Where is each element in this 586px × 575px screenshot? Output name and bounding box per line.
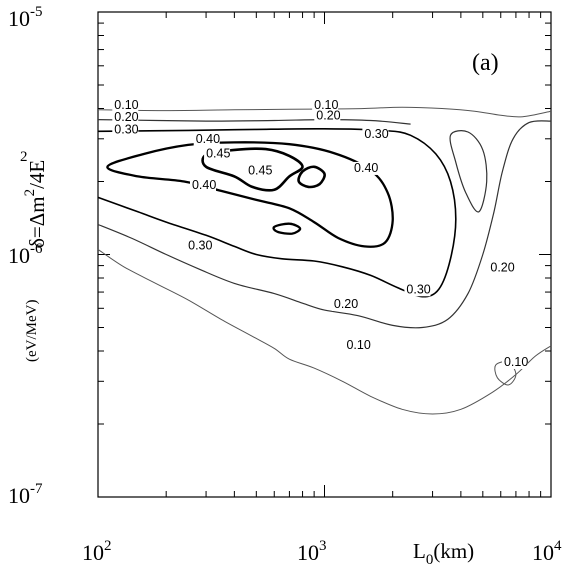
x-axis-title-rest: (km) — [433, 539, 474, 563]
panel-label: (a) — [472, 50, 499, 76]
y-tick-base: 10 — [8, 243, 30, 268]
contour-label-bg — [112, 123, 139, 137]
contour-label-bg — [112, 111, 139, 125]
y-tick-label-1e-5: 10-5 — [8, 4, 43, 31]
contour-labels-layer: 0.100.200.300.100.200.300.400.450.45 0.40… — [112, 98, 528, 369]
contour-label: 0.10 — [114, 98, 138, 112]
contour-label-bg — [246, 164, 273, 178]
contour-label: 0.10 — [504, 355, 528, 369]
x-tick-base: 10 — [532, 540, 554, 565]
y-axis-unit-group: (eV/MeV) — [24, 300, 40, 362]
y-axis-title: δ=Δm2/4E — [22, 160, 49, 248]
contour-line-045 — [201, 147, 304, 192]
y-axis-title-main: δ=Δm — [25, 196, 49, 248]
contour-line-030 — [97, 127, 457, 298]
x-axis-title-sub: 0 — [426, 552, 434, 568]
y-tick-base: 10 — [8, 483, 30, 508]
contour-label: 0.30 — [406, 282, 430, 296]
y-axis-unit: (eV/MeV) — [24, 300, 40, 362]
contour-label: 0.40 — [196, 132, 220, 146]
y-tick-base: 10 — [8, 6, 30, 31]
y-tick-label-1e-7: 10-7 — [8, 481, 43, 508]
contour-line-020 — [97, 119, 411, 125]
contour-line-040 — [106, 141, 394, 248]
contour-label-bg — [204, 147, 231, 161]
contour-line-010 — [97, 106, 552, 118]
contour-label: 0.30 — [114, 122, 138, 136]
contour-label: 0.20 — [334, 297, 358, 311]
y-axis-title-sup: 2 — [22, 189, 38, 197]
contour-label: 0.20 — [490, 261, 514, 275]
contour-label-bg — [331, 297, 358, 311]
contour-label-bg — [404, 283, 431, 297]
y-axis-unit-sup: 2 — [20, 149, 28, 165]
y-tick-exp: -6 — [30, 241, 43, 257]
contour-label: 0.10 — [314, 98, 338, 112]
contour-line-020 — [449, 130, 488, 213]
contour-label-bg — [312, 99, 339, 113]
contour-label: 0.45 — [248, 163, 272, 177]
x-tick-label-1e3: 103 — [297, 538, 327, 565]
contour-label-bg — [189, 179, 216, 193]
contour-label-bg — [112, 99, 139, 113]
contour-label-bg — [488, 261, 515, 275]
x-tick-exp: 2 — [104, 538, 112, 554]
contour-line-010 — [97, 248, 552, 415]
contour-label-bg — [501, 355, 528, 369]
tick-marks-layer — [97, 12, 551, 498]
contour-label: 0.20 — [316, 109, 340, 123]
contour-label: 0.40 — [192, 178, 216, 192]
x-tick-exp: 4 — [554, 538, 562, 554]
contour-label-bg — [314, 109, 341, 123]
x-tick-base: 10 — [82, 540, 104, 565]
y-tick-exp: -7 — [30, 481, 43, 497]
contour-label: 0.30 — [364, 127, 388, 141]
x-tick-label-1e2: 102 — [82, 538, 112, 565]
contour-label-bg — [352, 161, 379, 175]
contour-label-bg — [186, 239, 213, 253]
y-tick-label-1e-6: 10-6 — [8, 241, 43, 268]
y-tick-exp: -5 — [30, 4, 43, 20]
y-axis-title-rest: /4E — [25, 160, 49, 189]
contour-label-bg — [344, 339, 371, 353]
contour-line-045 — [297, 165, 326, 189]
contour-label: 0.10 — [346, 338, 370, 352]
contour-label: 0.45 — [206, 147, 230, 161]
contour-label-bg — [193, 133, 220, 147]
x-tick-base: 10 — [297, 540, 319, 565]
contour-label: 0.30 — [188, 238, 212, 252]
y-axis-unit-text: (eV/MeV) — [24, 300, 40, 362]
x-tick-exp: 3 — [319, 538, 327, 554]
contour-line-040 — [272, 222, 302, 235]
contour-label-bg — [362, 128, 389, 142]
x-axis-title-base: L — [413, 539, 426, 563]
contour-label: 0.40 — [354, 161, 378, 175]
x-tick-label-1e4: 104 — [532, 538, 562, 565]
contour-line-020 — [97, 120, 552, 329]
contour-label: 0.20 — [114, 110, 138, 124]
x-axis-title: L0(km) — [413, 539, 474, 568]
y-axis-title-group: δ=Δm2/4E — [22, 160, 49, 248]
